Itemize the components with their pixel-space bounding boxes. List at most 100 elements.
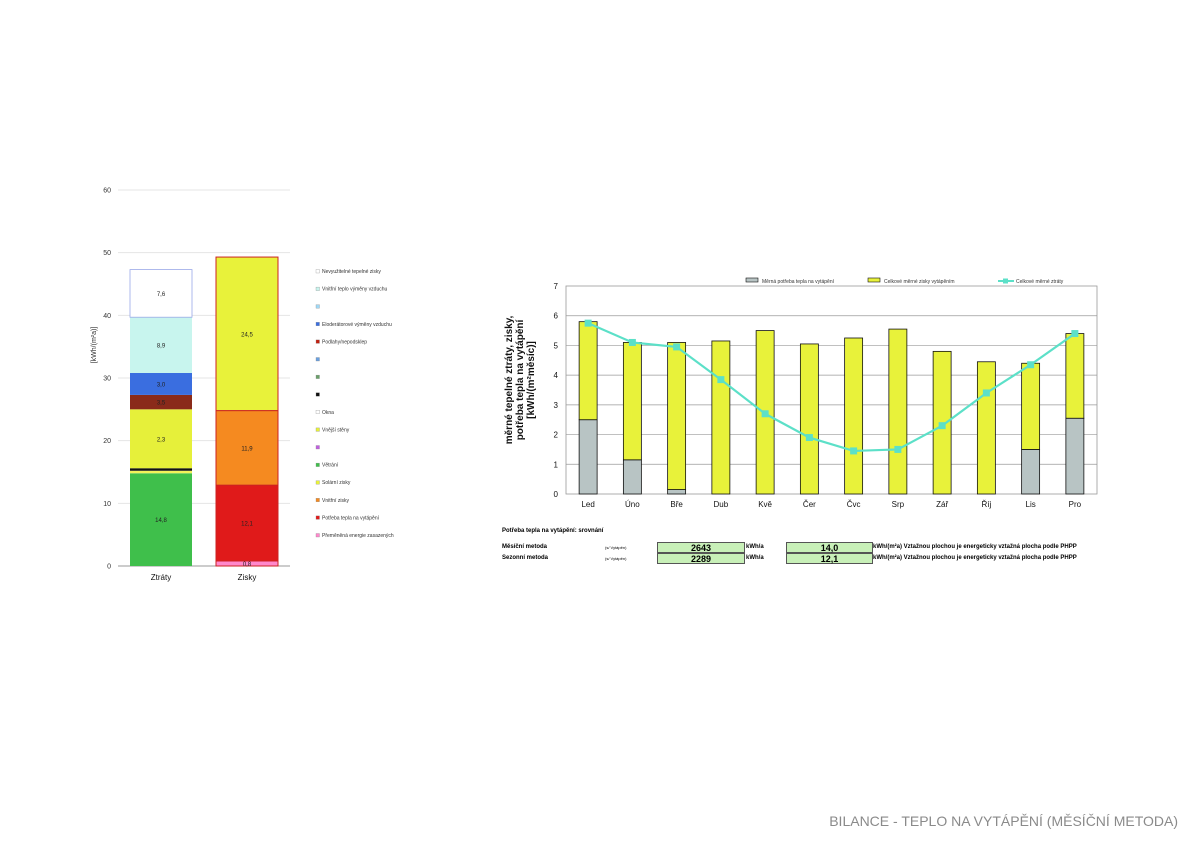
y-tick-label: 3 <box>554 401 559 410</box>
legend-label: Vnitřní teplo výměny vzduchu <box>322 287 388 293</box>
comparison-note: kWh/(m²a) Vztažnou plochou je energetick… <box>873 555 1077 561</box>
legend-label: Vnitřní zisky <box>322 498 349 504</box>
comparison-per-m2-value: 12,1 <box>786 553 873 564</box>
gain-bar <box>1021 362 1041 450</box>
legend-swatch <box>315 427 320 432</box>
legend-label: Vnější stěny <box>322 427 350 433</box>
x-tick-label: Zisky <box>238 573 257 582</box>
y-axis-label: [kWh/(m²a)] <box>91 327 98 364</box>
stacked-bar-segment <box>130 372 192 395</box>
legend-swatch <box>745 277 759 283</box>
gain-bar <box>578 321 598 421</box>
stacked-bar-segment <box>130 317 192 373</box>
legend-swatch <box>315 445 320 450</box>
legend-label: Solární zisky <box>322 480 351 486</box>
legend-swatch <box>315 462 320 467</box>
loss-point <box>1071 330 1079 338</box>
loss-line <box>587 322 1076 453</box>
y-axis-label: měrné tepelné ztráty, zisky,potřeba tepl… <box>504 315 537 444</box>
legend-label: Celkové měrné zisky vytápěním <box>884 279 955 285</box>
need-bar <box>667 489 687 495</box>
data-label: 11,9 <box>241 446 253 452</box>
x-tick-label: Čer <box>803 500 816 509</box>
x-tick-label: Dub <box>714 500 729 509</box>
x-tick-label: Čvc <box>847 500 861 509</box>
loss-point <box>761 410 769 418</box>
comparison-per-m2-value: 14,0 <box>786 542 873 553</box>
loss-point <box>982 389 990 397</box>
legend-swatch <box>315 533 320 538</box>
gain-bar <box>844 337 864 495</box>
data-label: 3,0 <box>157 382 166 388</box>
legend-swatch <box>315 392 320 397</box>
need-bar <box>578 419 598 495</box>
comparison-row-sub: (s/ Vytápěn) <box>605 556 627 561</box>
loss-point <box>938 422 946 430</box>
legend-swatch <box>315 480 320 485</box>
legend-swatch <box>315 269 320 274</box>
need-bar <box>1021 449 1041 495</box>
legend-swatch <box>315 322 320 326</box>
loss-point <box>628 338 636 346</box>
comparison-row-label: Měsíční metoda <box>502 544 548 550</box>
gain-bar <box>799 343 819 495</box>
y-tick-label: 20 <box>103 438 111 445</box>
comparison-row-sub: (s/ Vytápěn) <box>605 545 627 550</box>
legend-marker <box>1003 278 1008 284</box>
x-tick-label: Pro <box>1069 500 1082 509</box>
x-tick-label: Bře <box>670 500 683 509</box>
x-tick-label: Říj <box>981 500 991 509</box>
legend-swatch <box>315 304 320 309</box>
x-tick-label: Srp <box>892 500 905 509</box>
legend-label: Podlahy/nepodsklep <box>322 339 367 345</box>
need-bar <box>622 459 642 495</box>
legend-label: Větrání <box>322 463 339 469</box>
y-tick-label: 6 <box>554 312 559 321</box>
legend-label: Potřeba tepla na vytápění <box>322 515 380 521</box>
loss-point <box>850 447 858 455</box>
stacked-bar-segment <box>215 410 279 486</box>
y-tick-label: 10 <box>103 501 111 508</box>
x-tick-label: Ztráty <box>151 573 171 582</box>
y-tick-label: 0 <box>107 564 111 571</box>
stacked-bar-segment <box>130 394 192 410</box>
legend-swatch <box>315 374 320 379</box>
comparison-kwh-value: 2289 <box>657 553 745 564</box>
legend-label: Přeměněná energie zasazených <box>322 533 394 539</box>
data-label: 2,3 <box>157 437 166 443</box>
comparison-kwh-value: 2643 <box>657 542 745 553</box>
legend-swatch <box>315 515 320 520</box>
data-label: 14,8 <box>155 518 167 524</box>
y-tick-label: 4 <box>554 371 559 380</box>
loss-point <box>1027 361 1035 369</box>
stacked-bar-segment <box>130 409 192 469</box>
stacked-bar-segment <box>130 473 192 566</box>
stacked-bar-segment <box>129 269 193 318</box>
y-tick-label: 1 <box>554 460 559 469</box>
loss-point <box>673 343 681 351</box>
y-tick-label: 40 <box>103 313 111 320</box>
legend-swatch <box>867 277 881 283</box>
legend-label: Eloderátorové výměny vzduchu <box>322 322 392 328</box>
legend-label: Měrná potřeba tepla na vytápění <box>762 279 835 285</box>
x-tick-label: Led <box>581 500 594 509</box>
x-tick-label: Úno <box>625 500 640 509</box>
y-tick-label: 2 <box>554 431 559 440</box>
stacked-bar-segment <box>130 470 192 474</box>
need-bar <box>1065 417 1085 495</box>
comparison-row-label: Sezonní metoda <box>502 555 549 561</box>
stacked-bar-segment <box>130 468 192 471</box>
loss-point <box>894 445 902 453</box>
legend-swatch <box>315 410 320 414</box>
data-label: 24,5 <box>241 332 253 338</box>
y-tick-label: 7 <box>554 282 559 291</box>
plot-area <box>565 285 1098 495</box>
data-label: 0,8 <box>243 562 252 568</box>
y-tick-label: 5 <box>554 341 559 350</box>
comparison-kwh-unit: kWh/a <box>746 555 764 561</box>
data-label: 3,5 <box>157 401 166 407</box>
x-tick-label: Zář <box>936 500 948 509</box>
gain-bar <box>711 340 731 495</box>
